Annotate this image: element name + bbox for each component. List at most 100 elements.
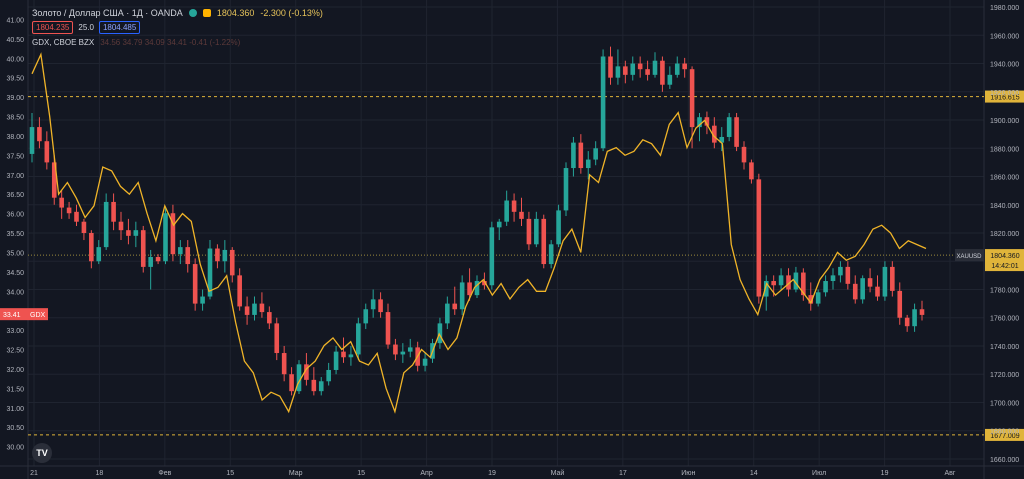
left-axis-tick: 38.50 — [6, 115, 24, 122]
left-axis-tick: 33.00 — [6, 328, 24, 335]
countdown-timer: 14:42:01 — [991, 263, 1018, 270]
candle-body — [44, 141, 50, 163]
candle-body — [207, 248, 213, 297]
candle-body — [571, 142, 576, 169]
candle-body — [148, 257, 153, 267]
left-axis-tick: 41.00 — [6, 17, 24, 24]
candle-body — [652, 60, 658, 75]
candle-body — [66, 207, 72, 214]
price-change: -2.300 (-0.13%) — [260, 8, 323, 18]
level-tag — [985, 90, 1024, 103]
right-axis-tick: 1680.000 — [990, 429, 1019, 436]
left-axis-tick: 40.50 — [6, 37, 24, 44]
candle-body — [474, 281, 480, 296]
xauusd-symbol-label: XAUUSD — [956, 254, 982, 260]
x-axis-tick: 15 — [226, 470, 234, 477]
candle-body — [348, 354, 354, 358]
candle-body — [311, 379, 317, 392]
candle-body — [578, 142, 584, 169]
left-axis-tick: 32.50 — [6, 348, 24, 355]
candle-body — [341, 351, 346, 358]
candle-body — [81, 221, 87, 233]
left-axis-tick: 30.50 — [6, 425, 24, 432]
candle-body — [378, 299, 383, 313]
left-axis-tick: 30.00 — [6, 445, 24, 452]
left-axis-tick: 34.00 — [6, 289, 24, 296]
x-axis-tick: Апр — [420, 470, 432, 477]
candle-body — [637, 63, 643, 70]
candle-body — [763, 281, 769, 297]
candle-body — [882, 266, 888, 297]
candle-body — [178, 247, 183, 255]
candle-body — [237, 275, 242, 307]
buy-price-button[interactable]: 1804.485 — [98, 20, 141, 34]
x-axis-tick: 21 — [30, 470, 38, 477]
candle-body — [867, 278, 873, 287]
candle-body — [37, 127, 42, 142]
candle-body — [407, 347, 413, 352]
candle-body — [467, 282, 472, 296]
x-axis-tick: Мар — [289, 470, 303, 477]
candle-body — [623, 66, 628, 75]
compare-legend: GDX, CBOE BZX 34.56 34.79 34.09 34.41 -0.… — [32, 38, 240, 47]
left-axis-tick: 39.50 — [6, 76, 24, 83]
candle-body — [511, 200, 517, 212]
candle-body — [103, 201, 109, 248]
last-price: 1804.360 — [216, 8, 255, 18]
candle-body — [126, 230, 131, 236]
candle-body — [830, 275, 836, 282]
candle-body — [860, 278, 865, 300]
xauusd-symbol-tag — [955, 249, 984, 262]
candle-body — [326, 369, 331, 382]
candle-body — [801, 272, 806, 296]
candle-body — [133, 230, 139, 236]
candle-body — [215, 248, 220, 262]
candle-body — [229, 249, 235, 276]
sell-price-button[interactable]: 1804.235 — [32, 20, 74, 34]
gdx-price-tag — [0, 308, 48, 321]
candle-body — [274, 323, 280, 354]
right-axis-tick: 1740.000 — [990, 344, 1019, 351]
candle-body — [845, 266, 851, 284]
left-axis-tick: 36.50 — [6, 192, 24, 199]
x-axis-tick: 19 — [488, 470, 496, 477]
header-legend: Золото / Доллар США · 1Д · OANDA 1804.36… — [32, 6, 323, 20]
candle-body — [660, 60, 665, 85]
candle-body — [808, 295, 814, 304]
candle-body — [519, 211, 524, 219]
candle-body — [445, 303, 450, 324]
candle-body — [749, 162, 754, 180]
candle-body — [200, 296, 205, 304]
candle-body — [615, 66, 621, 78]
right-axis-tick: 1960.000 — [990, 33, 1019, 40]
candle-body — [793, 272, 799, 290]
candle-body — [608, 56, 613, 78]
gdx-line-series — [31, 52, 927, 414]
candle-body — [222, 249, 228, 262]
left-axis-tick: 36.00 — [6, 212, 24, 219]
candle-body — [281, 353, 287, 375]
candle-body — [563, 168, 569, 211]
candle-body — [74, 211, 79, 222]
candle-body — [645, 69, 650, 75]
candle-body — [422, 358, 428, 366]
candle-body — [185, 247, 191, 265]
x-axis-tick: Авг — [945, 470, 956, 477]
candle-body — [593, 148, 598, 160]
bid-ask-row: 1804.235 25.0 1804.485 — [32, 20, 141, 34]
candle-body — [548, 244, 554, 265]
candle-body — [452, 303, 458, 310]
candle-body — [919, 309, 925, 315]
candle-body — [51, 162, 57, 198]
compare-symbol[interactable]: GDX, CBOE BZX — [32, 38, 95, 47]
bell-icon[interactable] — [202, 9, 211, 17]
x-axis-tick: Июл — [812, 470, 826, 477]
symbol-title[interactable]: Золото / Доллар США · 1Д · OANDA — [32, 8, 183, 18]
candle-body — [296, 364, 302, 392]
level-tag — [985, 428, 1024, 441]
tradingview-logo-icon[interactable]: TV — [32, 443, 52, 463]
candle-body — [489, 227, 495, 286]
candle-body — [29, 127, 35, 154]
candle-body — [600, 56, 606, 149]
